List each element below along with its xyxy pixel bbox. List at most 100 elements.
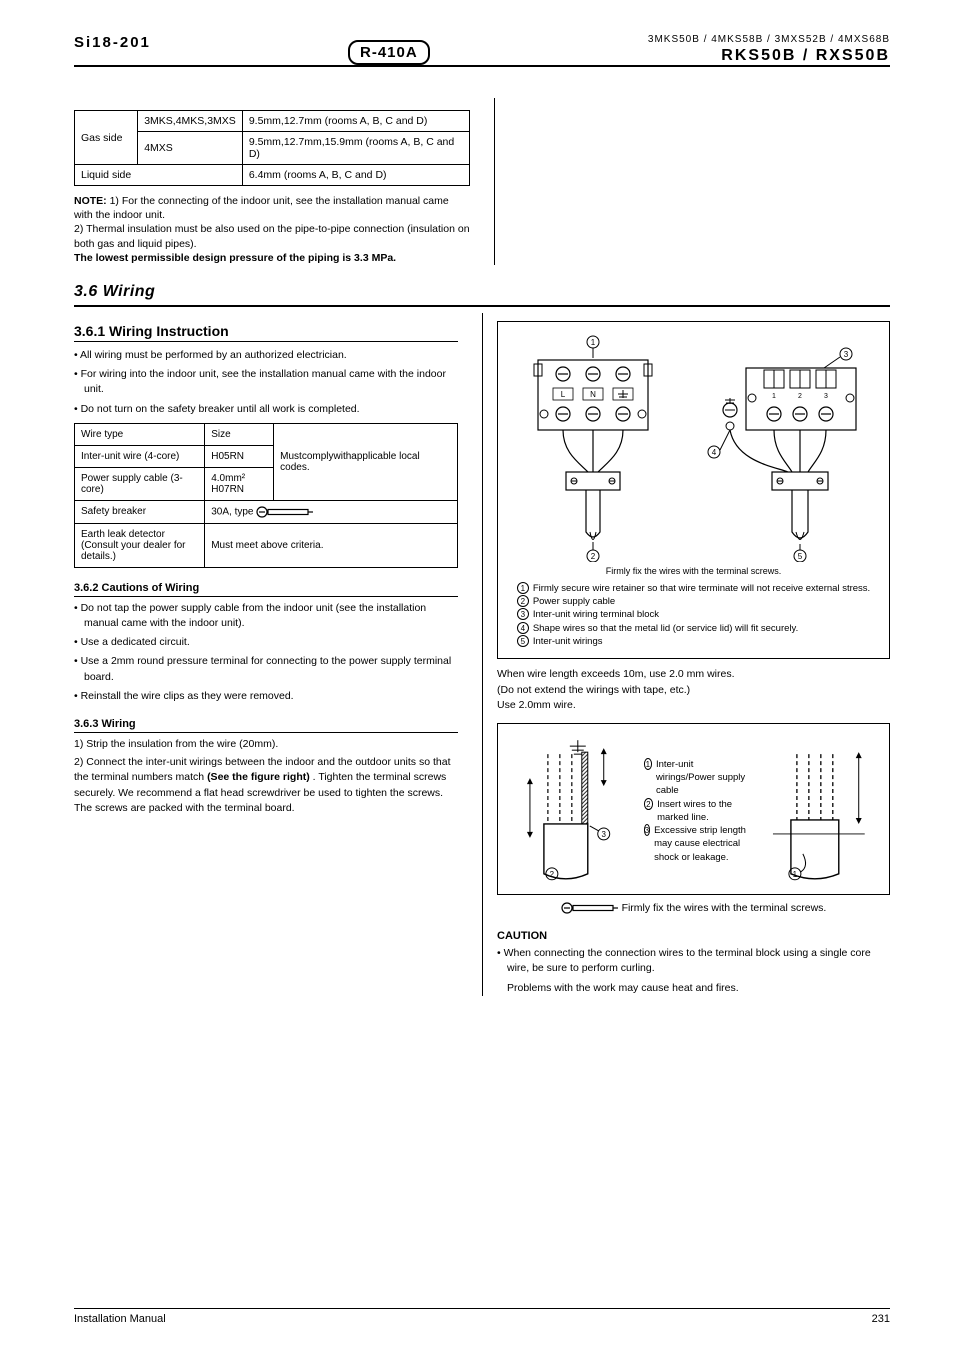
screw-icon xyxy=(256,506,314,518)
fig8-leg-3: Excessive strip length may cause electri… xyxy=(654,824,753,864)
t2-r5b: Must meet above criteria. xyxy=(205,523,458,567)
fig8-legend: 1Inter-unit wirings/Power supply cable 2… xyxy=(644,758,754,864)
t1-r2c3: 9.5mm,12.7mm,15.9mm (rooms A, B, C and D… xyxy=(242,132,469,165)
section-rule xyxy=(74,305,890,307)
upper-left-col: Gas side 3MKS,4MKS,3MXS 9.5mm,12.7mm (ro… xyxy=(74,98,470,265)
t1-r3c3: 6.4mm (rooms A, B, C and D) xyxy=(242,165,469,186)
svg-text:N: N xyxy=(590,390,596,399)
note-text2b: The lowest permissible design pressure o… xyxy=(74,252,396,264)
interunit-terminal-diagram-icon: 3 1 2 xyxy=(696,332,876,562)
svg-text:1: 1 xyxy=(591,338,596,347)
power-terminal-diagram-icon: 1 xyxy=(508,332,678,562)
wiring-instr-body: • All wiring must be performed by an aut… xyxy=(74,348,458,417)
figure-7-box: 1 xyxy=(497,321,890,659)
note-text1: 1) For the connecting of the indoor unit… xyxy=(74,195,449,221)
wiring-steps: 1) Strip the insulation from the wire (2… xyxy=(74,737,458,816)
refrigerant-badge: R-410A xyxy=(348,40,430,65)
t2-r2b: H05RN xyxy=(205,445,274,467)
fig7-leg-3: Inter-unit wiring terminal block xyxy=(533,608,659,621)
fig7-leg-1: Firmly secure wire retainer so that wire… xyxy=(533,582,870,595)
svg-text:1: 1 xyxy=(772,393,776,400)
subheading-3-6-2: 3.6.2 Cautions of Wiring xyxy=(74,582,458,597)
t2-r3b2: H07RN xyxy=(211,484,244,495)
t1-r1c1: Gas side xyxy=(75,111,138,165)
fig8-leg-1: Inter-unit wirings/Power supply cable xyxy=(656,758,753,798)
instr-p3: • Do not turn on the safety breaker unti… xyxy=(74,402,458,417)
header-rule xyxy=(74,65,890,67)
t1-r2c2: 4MXS xyxy=(138,132,243,165)
fig7-leg-5: Inter-unit wirings xyxy=(533,635,603,648)
caution-heading: CAUTION xyxy=(497,930,890,942)
t2-r3b: 4.0mm² H07RN xyxy=(205,467,274,500)
strip-noearth-diagram-icon: 1 xyxy=(759,734,879,884)
header-model-series: RKS50B / RXS50B xyxy=(721,47,890,65)
strip-earth-diagram-icon: 2 3 xyxy=(508,734,638,884)
fig7-right: 3 1 2 xyxy=(696,332,874,562)
step-2b: (See the figure right) xyxy=(207,771,310,783)
t2-r3a: Power supply cable (3-core) xyxy=(75,467,205,500)
caution-1-text: Do not tap the power supply cable from t… xyxy=(81,602,427,629)
t2-r3b1: 4.0mm² xyxy=(211,473,245,484)
upper-right-col xyxy=(494,98,890,265)
svg-text:3: 3 xyxy=(824,393,828,400)
caution-r-2: Problems with the work may cause heat an… xyxy=(497,981,890,996)
step-1: 1) Strip the insulation from the wire (2… xyxy=(74,737,458,752)
t2-r5a: Earth leak detector (Consult your dealer… xyxy=(75,523,205,567)
screw-icon xyxy=(561,902,619,914)
footer-right: 231 xyxy=(872,1313,890,1325)
instr-p1: • All wiring must be performed by an aut… xyxy=(74,348,458,363)
fig8-below: Firmly fix the wires with the terminal s… xyxy=(497,901,890,916)
below-fig7-l2: (Do not extend the wirings with tape, et… xyxy=(497,683,890,698)
fig8-below-text: Firmly fix the wires with the terminal s… xyxy=(622,902,827,914)
svg-text:2: 2 xyxy=(591,552,596,561)
svg-text:2: 2 xyxy=(550,870,555,879)
svg-text:4: 4 xyxy=(712,448,717,457)
fig8-leg-2: Insert wires to the marked line. xyxy=(657,798,753,825)
cautions-list: • Do not tap the power supply cable from… xyxy=(74,601,458,704)
footer-left: Installation Manual xyxy=(74,1313,166,1325)
t1-r1c3: 9.5mm,12.7mm (rooms A, B, C and D) xyxy=(242,111,469,132)
caution-2-text: Use a dedicated circuit. xyxy=(81,636,190,648)
page-footer: Installation Manual 231 xyxy=(74,1308,890,1325)
t2-r1b1: Size xyxy=(205,423,274,445)
t2-r1a: Wire type xyxy=(75,423,205,445)
caution-4: • Reinstall the wire clips as they were … xyxy=(74,689,458,704)
t1-r1c2: 3MKS,4MKS,3MXS xyxy=(138,111,243,132)
t2-r4b: 30A, type xyxy=(205,500,458,523)
instr-p2: • For wiring into the indoor unit, see t… xyxy=(74,367,458,397)
svg-text:5: 5 xyxy=(798,552,803,561)
step-2: 2) Connect the inter-unit wirings betwee… xyxy=(74,755,458,816)
figure-8-box: 2 3 1Inter-unit wirings/Power supply cab… xyxy=(497,723,890,895)
page-header: Si18-201 R-410A 3MKS50B / 4MKS58B / 3MXS… xyxy=(74,34,890,98)
note-block: NOTE: 1) For the connecting of the indoo… xyxy=(74,194,470,265)
fig7-left: 1 xyxy=(508,332,686,562)
svg-text:L: L xyxy=(561,390,566,399)
caution-3-text: Use a 2mm round pressure terminal for co… xyxy=(81,655,452,682)
caution-r-1t: When connecting the connection wires to … xyxy=(504,947,871,974)
left-column: 3.6.1 Wiring Instruction • All wiring mu… xyxy=(74,313,458,996)
svg-text:3: 3 xyxy=(602,830,607,839)
caution-3: • Use a 2mm round pressure terminal for … xyxy=(74,654,458,684)
caution-4-text: Reinstall the wire clips as they were re… xyxy=(81,690,294,702)
svg-text:1: 1 xyxy=(793,870,798,879)
fig7-legend: 1Firmly secure wire retainer so that wir… xyxy=(517,582,870,648)
caution-2: • Use a dedicated circuit. xyxy=(74,635,458,650)
caution-right-body: • When connecting the connection wires t… xyxy=(497,946,890,996)
svg-text:2: 2 xyxy=(798,393,802,400)
fig7-leg-4: Shape wires so that the metal lid (or se… xyxy=(533,622,798,635)
caution-r-1: • When connecting the connection wires t… xyxy=(497,946,890,976)
t2-r2a: Inter-unit wire (4-core) xyxy=(75,445,205,467)
fig7-sub: Firmly fix the wires with the terminal s… xyxy=(508,566,879,576)
caution-1: • Do not tap the power supply cable from… xyxy=(74,601,458,631)
pipe-size-table: Gas side 3MKS,4MKS,3MXS 9.5mm,12.7mm (ro… xyxy=(74,110,470,186)
fig7-leg-2: Power supply cable xyxy=(533,595,615,608)
product-code: Si18-201 xyxy=(74,34,151,51)
t1-r3c1: Liquid side xyxy=(75,165,243,186)
main-row: 3.6.1 Wiring Instruction • All wiring mu… xyxy=(74,313,890,996)
t2-r1b2: Mustcomplywithapplicable local codes. xyxy=(274,423,458,500)
section-3-6-title: 3.6 Wiring xyxy=(74,283,890,301)
right-column: 1 xyxy=(482,313,890,996)
below-fig7-l3: Use 2.0mm wire. xyxy=(497,698,890,713)
header-model-codes: 3MKS50B / 4MKS58B / 3MXS52B / 4MXS68B xyxy=(648,34,890,45)
upper-row: Gas side 3MKS,4MKS,3MXS 9.5mm,12.7mm (ro… xyxy=(74,98,890,265)
